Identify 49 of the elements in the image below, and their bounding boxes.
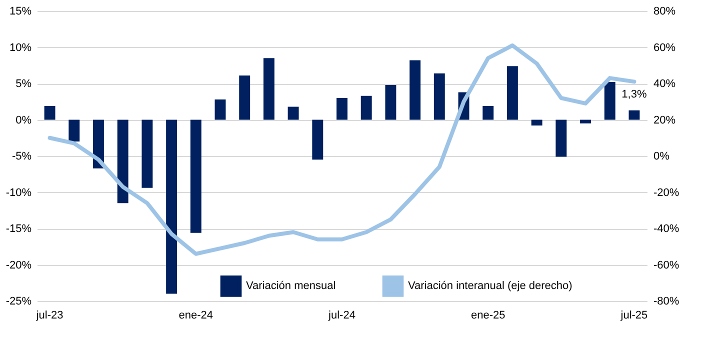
- bar: [604, 82, 616, 120]
- x-tick-label: jul-24: [328, 310, 356, 322]
- bar: [117, 120, 128, 204]
- bar: [214, 99, 226, 120]
- y-tick-label: 10%: [9, 42, 32, 54]
- bar: [288, 106, 299, 120]
- y-tick-label: 15%: [9, 6, 32, 18]
- data-label: 1,3%: [622, 88, 647, 100]
- bar: [312, 120, 324, 160]
- y2-tick-label: -40%: [654, 223, 680, 235]
- bar: [142, 120, 153, 188]
- bar: [506, 66, 518, 120]
- x-tick-label: jul-23: [35, 310, 64, 322]
- bar: [410, 60, 421, 120]
- x-tick-label: ene-25: [470, 310, 506, 322]
- bar: [360, 96, 372, 120]
- y-tick-label: -10%: [6, 186, 32, 199]
- bar: [531, 120, 542, 126]
- legend-label: Variación interanual (eje derecho): [408, 280, 572, 292]
- x-tick-label: ene-24: [178, 310, 214, 322]
- bar: [482, 106, 494, 120]
- bar: [166, 120, 178, 294]
- y2-tick-label: -60%: [654, 259, 680, 272]
- y2-tick-label: -80%: [654, 296, 680, 308]
- y2-tick-label: 20%: [654, 114, 676, 126]
- y2-tick-label: 40%: [654, 78, 676, 90]
- y-tick-label: -15%: [6, 223, 32, 235]
- legend-label: Variación mensual: [246, 280, 336, 292]
- bar: [68, 120, 80, 142]
- bar: [434, 73, 445, 120]
- y-tick-label: 0%: [16, 114, 32, 126]
- y-tick-label: -20%: [6, 259, 32, 272]
- y2-tick-label: -20%: [654, 186, 680, 199]
- bar: [556, 120, 567, 157]
- y2-tick-label: 0%: [654, 150, 670, 162]
- y-tick-label: -5%: [12, 150, 32, 162]
- y-tick-label: 5%: [16, 78, 32, 90]
- x-tick-label: jul-25: [620, 310, 648, 322]
- y-tick-label: -25%: [6, 296, 32, 308]
- bar: [336, 98, 348, 120]
- bar: [44, 106, 56, 120]
- bar: [580, 120, 591, 124]
- bar: [239, 76, 250, 120]
- bar: [385, 84, 396, 120]
- bar: [628, 110, 640, 120]
- bar: [190, 120, 202, 233]
- y2-tick-label: 60%: [654, 42, 676, 54]
- bar: [263, 58, 274, 120]
- y2-tick-label: 80%: [654, 6, 676, 18]
